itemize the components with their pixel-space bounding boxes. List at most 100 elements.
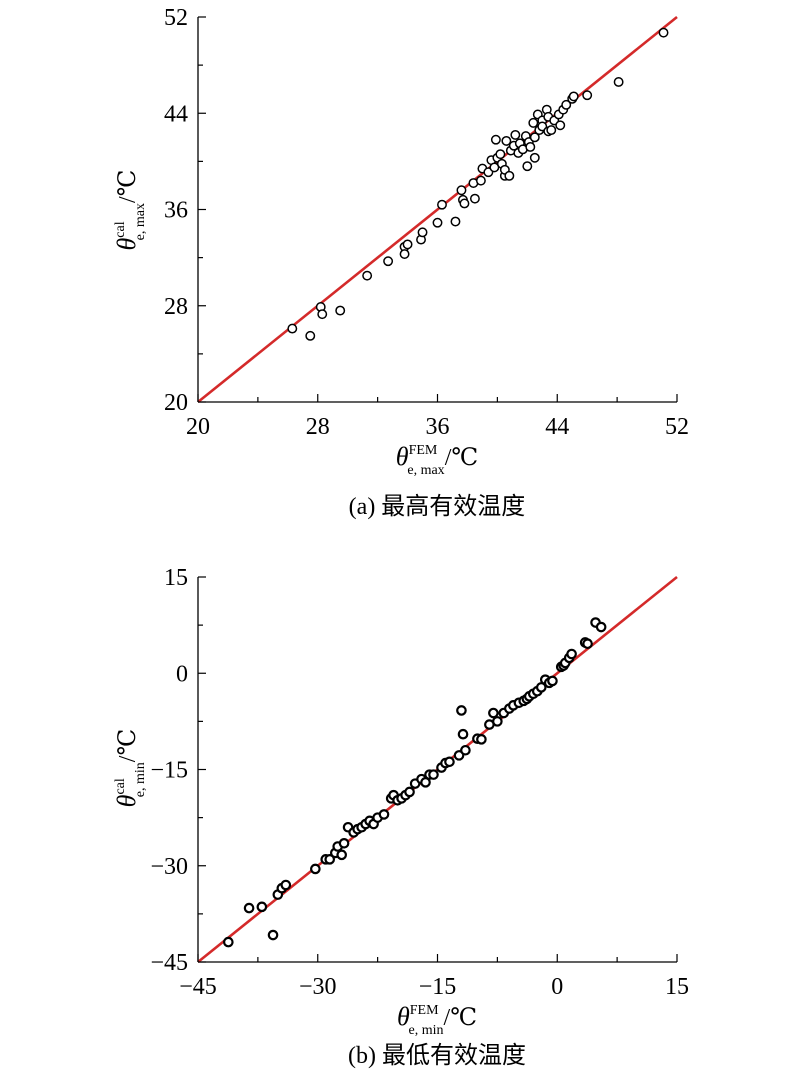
data-point-max xyxy=(490,134,501,145)
x-axis-label-min: θFEM e, min/℃ xyxy=(397,1002,477,1038)
y-axis-sup-min: cal xyxy=(113,778,128,794)
y-tick-label-max: 20 xyxy=(164,390,188,416)
data-point-max xyxy=(522,161,533,172)
y-axis-sup-max: cal xyxy=(113,221,128,237)
fit-line-max xyxy=(197,15,678,404)
data-point-max xyxy=(456,185,467,196)
data-point-max xyxy=(459,198,470,209)
data-point-max xyxy=(362,270,373,281)
data-point-min xyxy=(566,648,577,660)
x-tick-label-max: 28 xyxy=(306,414,330,440)
data-point-max xyxy=(529,132,540,143)
data-point-max xyxy=(383,256,394,267)
x-tick-label-min: −45 xyxy=(179,974,217,1000)
data-point-min xyxy=(280,879,292,891)
x-tick-label-max: 20 xyxy=(186,414,210,440)
data-point-min xyxy=(243,902,255,914)
data-point-min xyxy=(324,854,336,865)
data-point-max xyxy=(450,216,461,227)
data-point-min xyxy=(460,744,471,756)
data-point-min xyxy=(378,809,390,820)
x-tick-label-min: −30 xyxy=(299,974,337,1000)
y-tick-label-max: 52 xyxy=(164,5,188,31)
data-point-min xyxy=(457,728,469,740)
data-point-max xyxy=(525,141,536,152)
data-point-min xyxy=(338,837,350,849)
data-points-min xyxy=(223,617,607,948)
data-point-max xyxy=(475,175,486,186)
ticks-min: −45 −30 −15 0 15 −45 −30 −15 0 15 xyxy=(150,565,689,1000)
y-axis-symbol-max: θ xyxy=(112,237,141,250)
data-point-min xyxy=(444,756,455,768)
y-tick-label-max: 28 xyxy=(164,294,188,320)
y-axis-symbol-min: θ xyxy=(112,794,141,807)
data-point-min xyxy=(336,849,347,861)
data-point-max xyxy=(287,323,298,334)
data-point-min xyxy=(547,675,558,687)
data-point-max xyxy=(510,129,521,140)
y-axis-unit-min: /℃ xyxy=(115,729,141,763)
data-point-max xyxy=(568,91,579,102)
x-axis-symbol-max: θ xyxy=(396,442,409,471)
data-point-max xyxy=(528,117,539,128)
reference-line-max xyxy=(197,15,678,404)
data-point-max xyxy=(613,77,624,87)
x-axis-label-max: θFEM e, max/℃ xyxy=(396,442,478,478)
y-axis-label-max: θcal e, max/℃ xyxy=(112,170,148,251)
data-point-max xyxy=(495,149,506,160)
data-point-max xyxy=(501,135,512,146)
x-axis-sub-min: e, min xyxy=(409,1023,444,1038)
y-tick-label-min: −15 xyxy=(150,758,188,784)
data-point-max xyxy=(335,305,346,316)
y-axis-sub-max: e, max xyxy=(133,203,148,240)
data-point-max xyxy=(432,217,443,228)
data-point-min xyxy=(310,863,321,875)
data-point-min xyxy=(488,707,499,719)
data-point-max xyxy=(402,239,413,250)
x-tick-label-min: 15 xyxy=(665,974,689,1000)
x-axis-symbol-min: θ xyxy=(397,1002,410,1031)
x-axis-unit-max: /℃ xyxy=(445,445,479,471)
y-tick-label-min: 0 xyxy=(176,661,188,687)
x-axis-sub-max: e, max xyxy=(407,463,444,478)
data-point-max xyxy=(417,227,428,238)
y-tick-label-max: 44 xyxy=(164,101,188,127)
data-point-max xyxy=(437,199,447,210)
data-point-min xyxy=(267,929,279,941)
x-tick-label-max: 36 xyxy=(426,414,450,440)
data-point-min xyxy=(595,621,607,633)
x-tick-label-min: 0 xyxy=(551,974,563,1000)
y-axis-label-min: θcal e, min/℃ xyxy=(112,729,148,808)
caption-max: (a) 最高有效温度 xyxy=(349,493,526,520)
x-tick-label-max: 44 xyxy=(545,414,569,440)
y-tick-label-max: 36 xyxy=(164,198,188,224)
data-point-max xyxy=(317,309,328,320)
data-point-max xyxy=(305,330,316,341)
data-point-max xyxy=(546,125,557,136)
data-point-min xyxy=(256,901,268,913)
data-point-min xyxy=(535,682,547,693)
data-point-min xyxy=(404,786,415,798)
data-point-max xyxy=(555,120,566,131)
data-point-min xyxy=(492,716,503,727)
x-tick-label-min: −15 xyxy=(419,974,457,1000)
data-point-min xyxy=(476,734,487,745)
data-point-max xyxy=(504,170,515,181)
x-tick-label-max: 52 xyxy=(665,414,689,440)
data-point-min xyxy=(428,769,439,780)
y-tick-label-min: −45 xyxy=(150,950,188,976)
data-point-max xyxy=(399,249,410,259)
ticks-max: 20 28 36 44 52 20 28 36 44 52 xyxy=(164,5,689,440)
x-axis-sup-max: FEM xyxy=(409,443,438,458)
data-points-max xyxy=(287,27,669,341)
data-point-max xyxy=(582,90,593,101)
x-axis-sup-min: FEM xyxy=(410,1003,439,1018)
data-point-max xyxy=(469,193,480,204)
y-axis-unit-max: /℃ xyxy=(115,170,141,204)
data-point-max xyxy=(529,152,540,163)
data-point-min xyxy=(420,777,431,788)
y-axis-sub-min: e, min xyxy=(133,762,148,797)
